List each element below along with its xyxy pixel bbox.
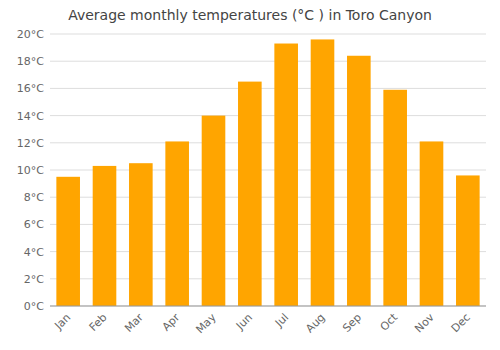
bar	[165, 141, 189, 306]
bar	[202, 116, 226, 306]
x-axis-line	[50, 306, 486, 307]
x-tick-label: Dec	[449, 311, 473, 335]
x-tick-label: Feb	[87, 311, 110, 334]
x-tick-label: Oct	[378, 310, 401, 333]
x-tick-label: May	[193, 311, 219, 337]
bar	[311, 39, 335, 306]
chart: 0°C 2°C 4°C 6°C 8°C 10°C 12°C 14°C 16°C 18°C 20°C J…	[0, 0, 500, 350]
grid-line	[50, 88, 486, 89]
y-tick-label: 18°C	[17, 55, 44, 68]
grid-line	[50, 61, 486, 62]
grid-line	[50, 306, 486, 307]
y-tick-label: 14°C	[17, 110, 44, 123]
y-tick-label: 0°C	[24, 300, 44, 313]
bar	[56, 177, 80, 306]
x-tick-label: Jan	[51, 311, 73, 333]
bar	[347, 56, 371, 306]
x-tick-label: Sep	[340, 311, 364, 335]
x-tick-label: Mar	[122, 311, 146, 335]
bar	[383, 90, 407, 306]
bars	[56, 39, 479, 306]
x-tick-label: Aug	[303, 311, 327, 335]
bar	[456, 175, 480, 306]
y-tick-label: 16°C	[17, 82, 44, 95]
x-tick-label: Jul	[272, 311, 291, 330]
x-tick-label: Jun	[233, 311, 255, 333]
y-tick-label: 12°C	[17, 137, 44, 150]
x-tick-label: Apr	[160, 311, 183, 334]
bar	[129, 163, 153, 306]
y-tick-label: 8°C	[24, 191, 44, 204]
y-tick-label: 2°C	[24, 273, 44, 286]
bar	[238, 82, 262, 306]
y-tick-label: 10°C	[17, 164, 44, 177]
x-axis: Jan Feb Mar Apr May Jun Jul Aug Sep Oct Nov Dec	[51, 310, 473, 336]
x-tick-label: Nov	[412, 311, 437, 336]
y-tick-label: 6°C	[24, 218, 44, 231]
grid-line	[50, 34, 486, 35]
bar	[420, 141, 444, 306]
grid-line	[50, 115, 486, 116]
y-tick-label: 20°C	[17, 28, 44, 41]
chart-root: 0°C 2°C 4°C 6°C 8°C 10°C 12°C 14°C 16°C 18°C 20°C J…	[0, 0, 500, 350]
bar	[93, 166, 117, 306]
title: Average monthly temperatures (°C ) in To…	[68, 7, 432, 23]
y-tick-label: 4°C	[24, 246, 44, 259]
bar	[274, 44, 298, 306]
y-axis: 0°C 2°C 4°C 6°C 8°C 10°C 12°C 14°C 16°C 18°C 20°C	[17, 28, 486, 313]
